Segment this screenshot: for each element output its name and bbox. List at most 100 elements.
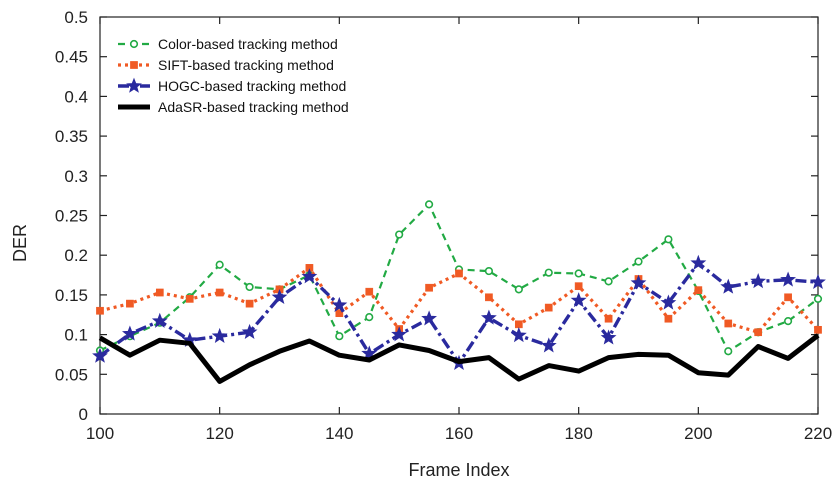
data-point [425, 283, 433, 292]
data-point [604, 277, 613, 286]
data-point [514, 320, 523, 329]
data-point [544, 268, 553, 277]
data-point [331, 296, 348, 312]
series-line [99, 203, 819, 353]
x-tick-label: 140 [325, 424, 353, 443]
series-4 [98, 333, 820, 384]
data-point [96, 306, 104, 315]
data-point [750, 273, 767, 289]
data-point [514, 285, 523, 294]
data-point [544, 303, 553, 312]
data-point [481, 309, 497, 325]
x-tick-label: 160 [445, 424, 473, 443]
x-tick-label: 220 [804, 424, 832, 443]
data-point [664, 235, 673, 244]
data-point [271, 288, 288, 304]
y-tick-label: 0.05 [55, 365, 88, 384]
y-tick-label: 0.35 [55, 127, 88, 146]
data-point [365, 313, 374, 322]
x-tick-label: 200 [684, 424, 712, 443]
data-point [424, 200, 434, 209]
data-point [604, 314, 613, 323]
legend-entry: Color-based tracking method [118, 36, 338, 52]
data-point [126, 299, 134, 308]
series-line [98, 261, 819, 365]
legend-entry: SIFT-based tracking method [118, 57, 334, 73]
series-line [98, 333, 820, 384]
data-point [694, 286, 703, 294]
x-tick-label: 100 [86, 424, 114, 443]
y-tick-label: 0.2 [64, 246, 88, 265]
data-point [784, 293, 792, 302]
data-point [724, 319, 733, 328]
y-axis-label: DER [10, 224, 30, 262]
y-tick-label: 0 [79, 405, 88, 424]
data-point [813, 294, 823, 303]
data-point [574, 282, 583, 291]
legend-marker [129, 39, 139, 49]
data-point [421, 310, 437, 326]
data-point [215, 288, 224, 297]
data-point [241, 323, 258, 339]
series-1 [95, 200, 823, 356]
data-point [365, 287, 374, 296]
legend-entry: HOGC-based tracking method [118, 77, 346, 94]
legend-marker [130, 61, 138, 69]
plot-area: 0 0.05 0.1 0.15 0.2 0.25 0.3 0.35 0.4 0.45 0.5 100 1… [55, 8, 832, 443]
data-point [215, 260, 224, 269]
data-point [361, 345, 378, 361]
data-point [724, 347, 733, 356]
data-point [335, 332, 344, 341]
legend-marker [126, 77, 142, 93]
data-point [540, 337, 557, 353]
y-tick-label: 0.25 [55, 207, 88, 226]
data-point [570, 292, 587, 308]
data-point [122, 325, 138, 341]
data-point [660, 294, 677, 310]
data-point [151, 312, 168, 328]
data-point [245, 299, 254, 308]
data-point [634, 257, 643, 266]
series-line [99, 266, 820, 334]
data-point [92, 347, 108, 363]
plot-frame [99, 16, 819, 415]
data-point [455, 269, 463, 278]
y-tick-label: 0.3 [64, 167, 88, 186]
legend: Color-based tracking method SIFT-based tr… [118, 36, 349, 115]
legend-label: HOGC-based tracking method [158, 78, 346, 94]
data-point [664, 314, 673, 323]
data-point [574, 269, 583, 278]
y-tick-label: 0.5 [64, 8, 88, 27]
data-point [484, 266, 494, 276]
data-point [485, 293, 493, 302]
data-point [630, 274, 647, 290]
data-point [335, 309, 344, 318]
data-point [720, 278, 737, 294]
legend-entry: AdaSR-based tracking method [118, 99, 349, 115]
data-point [211, 327, 228, 343]
data-point [155, 288, 164, 297]
data-point [690, 254, 707, 270]
data-point [301, 268, 318, 284]
data-point [600, 329, 617, 345]
x-axis-label: Frame Index [408, 460, 509, 480]
data-point [810, 273, 826, 289]
data-point [510, 327, 527, 343]
data-point [185, 295, 194, 303]
data-point [245, 282, 254, 292]
y-tick-label: 0.15 [55, 286, 88, 305]
data-point [391, 326, 408, 342]
legend-label: AdaSR-based tracking method [158, 99, 349, 115]
y-tick-label: 0.1 [64, 326, 88, 345]
y-tick-label: 0.45 [55, 48, 88, 67]
y-tick-label: 0.4 [64, 87, 88, 106]
data-point [783, 317, 793, 326]
legend-label: SIFT-based tracking method [158, 57, 334, 73]
data-point [814, 325, 822, 334]
data-point [780, 271, 796, 287]
data-point [754, 328, 763, 337]
x-tick-label: 120 [205, 424, 233, 443]
x-tick-label: 180 [564, 424, 592, 443]
legend-label: Color-based tracking method [158, 36, 338, 52]
